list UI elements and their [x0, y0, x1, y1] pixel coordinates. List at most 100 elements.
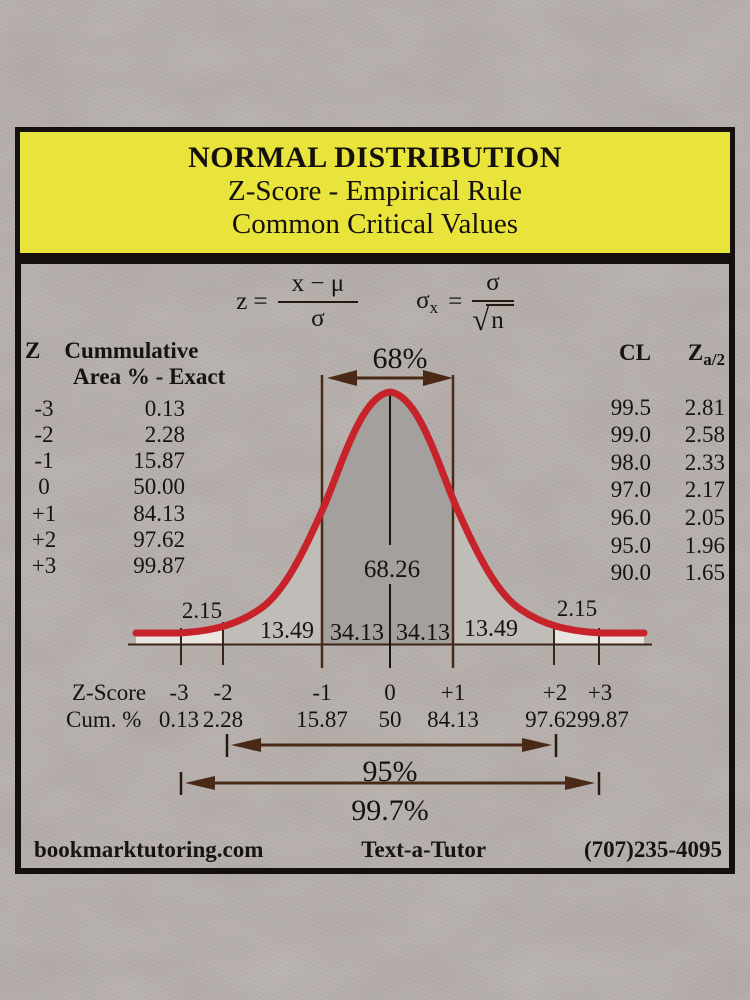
zscore-tick-label: +2	[543, 680, 567, 705]
cl-column-header: CL	[619, 340, 651, 365]
arrow-68-left-head	[327, 370, 357, 386]
z-value: -2	[34, 421, 54, 447]
za2-value: 2.17	[684, 477, 725, 503]
table-row: +3 99.87	[25, 553, 225, 579]
table-row: 0 50.00	[25, 474, 225, 500]
za2-value: 2.58	[684, 422, 725, 448]
zscore-tick-label: 0	[384, 680, 396, 705]
area-value: 15.87	[133, 448, 185, 474]
arrow-997-left-head	[185, 776, 215, 790]
sigma-formula-equals: =	[448, 288, 463, 315]
z-value: +1	[31, 500, 57, 526]
z-value: -3	[34, 395, 54, 421]
sigma-formula-fraction: σ √ n	[472, 269, 514, 336]
z-formula-numerator: x − μ	[277, 270, 359, 303]
za2-subscript: a/2	[703, 350, 725, 369]
z-value: -1	[34, 448, 54, 474]
area-value: 2.28	[144, 421, 185, 447]
z-cumulative-table: Z Cummulative Area % - Exact -3 0.13 -2 2.…	[25, 338, 225, 580]
sigma-formula-lhs: σx	[416, 287, 438, 318]
z-value: +2	[31, 527, 57, 553]
radical-sign: √	[472, 301, 490, 337]
cum-tick-label: 97.62	[525, 707, 577, 732]
region-separator-ticks	[180, 622, 600, 665]
area-2-left-label: 2.15	[182, 598, 222, 623]
cl-table-rows: 99.5 2.81 99.0 2.58 98.0 2.33 97.0 2.17 96.0…	[597, 394, 725, 587]
table-row: 99.5 2.81	[597, 394, 725, 422]
arrow-95-right-head	[522, 738, 552, 752]
interval-68: 68%	[327, 342, 453, 386]
pct-68-label: 68%	[373, 342, 428, 375]
interval-95: 95%	[225, 734, 558, 788]
interval-997: 99.7%	[179, 772, 601, 827]
zscore-tick-label: -2	[213, 680, 232, 705]
cl-value: 97.0	[610, 477, 651, 503]
table-row: 90.0 1.65	[597, 559, 725, 587]
cum-tick-label: 99.87	[577, 707, 629, 732]
pct-997-label: 99.7%	[351, 794, 429, 827]
cum-tick-label: 50	[379, 707, 402, 732]
z-table-header: Z Cummulative	[25, 338, 225, 364]
center-region-fill	[322, 392, 453, 645]
table-row: +2 97.62	[25, 527, 225, 553]
area-value: 50.00	[133, 474, 185, 500]
table-row: -2 2.28	[25, 422, 225, 448]
cum-tick-label: 15.87	[296, 707, 348, 732]
critical-values-table: CL Za/2 99.5 2.81 99.0 2.58 98.0 2.33 97.0 2…	[597, 339, 725, 587]
page-title: NORMAL DISTRIBUTION	[188, 141, 562, 174]
z-formula-lhs: z =	[236, 288, 268, 315]
table-row: -1 15.87	[25, 448, 225, 474]
z-column-header: Z	[25, 338, 41, 363]
arrow-997-right-head	[565, 776, 595, 790]
zscore-tick-label: -1	[312, 680, 331, 705]
za2-column-header: Za/2	[665, 339, 725, 374]
radicand: n	[486, 303, 514, 336]
cl-value: 95.0	[610, 532, 651, 558]
table-row: 97.0 2.17	[597, 476, 725, 504]
za2-value: 2.05	[684, 504, 725, 530]
z-value: 0	[38, 474, 50, 500]
za2-value: 2.33	[684, 449, 725, 475]
sigma-subscript: x	[429, 297, 439, 317]
cl-value: 98.0	[610, 449, 651, 475]
table-row: -3 0.13	[25, 396, 225, 422]
formula-row: z = x − μ σ σx = σ √ n	[21, 266, 729, 338]
cumulative-header-line2: Area % - Exact	[73, 364, 226, 390]
sigma-xbar-formula: σx = σ √ n	[416, 269, 514, 336]
area-13-left-label: 13.49	[260, 618, 314, 644]
zscore-row-label: Z-Score	[72, 680, 146, 705]
z-formula-fraction: x − μ σ	[277, 270, 359, 334]
area-34-left-label: 34.13	[330, 620, 384, 646]
cumulative-header-line1: Cummulative	[64, 338, 199, 363]
pct-95-label: 95%	[363, 755, 418, 788]
table-row: 98.0 2.33	[597, 449, 725, 477]
area-value: 97.62	[133, 527, 185, 553]
za2-value: 2.81	[684, 394, 725, 420]
chart-panel: z = x − μ σ σx = σ √ n	[15, 258, 735, 874]
z-formula-denominator: σ	[311, 305, 325, 332]
cl-value: 96.0	[610, 504, 651, 530]
cl-value: 99.5	[610, 394, 651, 420]
cum-tick-label: 0.13	[159, 707, 199, 732]
subtitle-empirical-rule: Z-Score - Empirical Rule	[228, 175, 522, 207]
area-value: 84.13	[133, 500, 185, 526]
z-value: +3	[31, 553, 57, 579]
center-area-label: 68.26	[364, 556, 420, 583]
arrow-68-right-head	[423, 370, 453, 386]
area-34-right-label: 34.13	[396, 620, 450, 646]
za2-base: Z	[687, 340, 704, 365]
cl-table-header: CL Za/2	[597, 339, 725, 374]
zscore-tick-label: +1	[441, 680, 465, 705]
phone-number: (707)235-4095	[584, 837, 722, 862]
sigma-formula-denominator: √ n	[472, 302, 514, 336]
za2-value: 1.96	[684, 532, 725, 558]
area-value: 99.87	[133, 553, 185, 579]
website-text: bookmarktutoring.com	[34, 837, 264, 862]
cl-value: 99.0	[610, 422, 651, 448]
zscore-tick-label: +3	[588, 680, 612, 705]
zscore-tick-label: -3	[169, 680, 188, 705]
arrow-95-left-head	[231, 738, 261, 752]
table-row: 96.0 2.05	[597, 504, 725, 532]
sigma-symbol: σ	[416, 286, 430, 314]
area-value: 0.13	[144, 395, 185, 421]
